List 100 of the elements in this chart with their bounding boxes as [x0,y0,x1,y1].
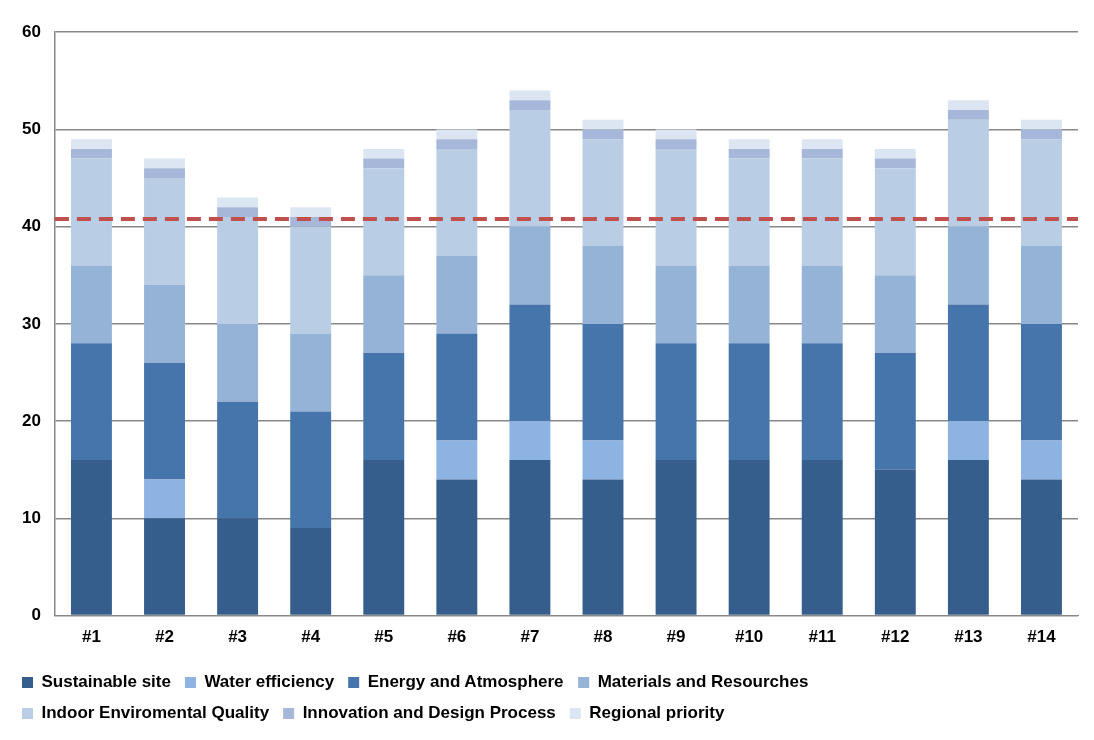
y-tick-label: 0 [31,605,41,625]
bar [655,343,697,461]
bar [655,148,697,266]
x-tick-label: #10 [734,627,764,647]
y-tick-label: 30 [21,313,41,333]
bar [874,353,916,470]
bar [363,353,405,461]
bar [947,421,989,461]
bar [509,460,551,615]
bar [436,440,478,480]
bar [874,148,916,159]
bar [582,479,624,615]
bar [582,323,624,441]
bar [655,139,697,149]
bar [217,323,259,402]
bar [582,139,624,247]
bar [509,421,551,461]
bar [801,148,843,159]
bar [801,343,843,461]
bar [1021,246,1062,324]
y-tick-label: 60 [21,21,41,41]
bar [947,119,989,227]
bar [363,148,405,159]
bar [728,265,770,344]
bar [363,158,405,169]
bar [728,460,770,615]
bar [363,460,405,615]
x-tick-label: #6 [447,627,467,647]
bar [1021,119,1062,130]
bar [801,139,843,149]
legend-label: Indoor Enviromental Quality [41,703,270,723]
bar [363,275,405,354]
bar [655,460,697,615]
bar [436,255,478,334]
bar [947,100,989,110]
bar [509,90,551,101]
bar [144,178,185,286]
bar [144,479,185,519]
bar [70,148,112,159]
bar [947,304,989,422]
bar [1021,139,1062,247]
legend-label: Materials and Resourches [597,672,809,692]
bar [70,460,112,615]
bar [874,168,916,276]
bar [217,216,259,324]
bar [70,343,112,461]
bar [70,139,112,149]
bar [436,139,478,149]
bar [947,226,989,305]
bar [582,440,624,480]
bar [217,518,259,615]
bar [436,148,478,256]
bar [290,226,332,334]
x-tick-label: #2 [155,627,174,647]
bar [144,285,185,363]
bar [728,343,770,461]
x-tick-label: #5 [374,627,394,647]
x-tick-label: #14 [1027,627,1057,647]
legend-label: Energy and Atmosphere [367,672,564,692]
x-tick-label: #13 [954,627,983,647]
bar [290,528,332,615]
bar [655,129,697,140]
bar [874,158,916,169]
bar [874,275,916,354]
bar [144,518,185,615]
bar [947,460,989,615]
bar [436,479,478,615]
bar [144,168,185,179]
bar [1021,479,1062,615]
bar [144,362,185,480]
bar [582,129,624,140]
legend-label: Water efficiency [204,672,335,692]
bar [217,197,259,208]
x-tick-label: #12 [881,627,910,647]
bar [1021,129,1062,140]
bar [801,158,843,266]
x-tick-label: #9 [666,627,686,647]
bar [290,333,332,412]
bar [290,207,332,217]
legend-label: Innovation and Design Process [302,703,556,723]
bar [728,148,770,159]
bar [217,207,259,217]
x-tick-label: #7 [520,627,540,647]
x-tick-label: #11 [808,627,836,647]
y-tick-label: 20 [21,410,41,430]
bar [1021,323,1062,441]
legend-label: Sustainable site [41,672,171,692]
bar [509,304,551,422]
y-tick-label: 50 [21,119,41,139]
bar [728,158,770,266]
bar [582,246,624,324]
x-tick-label: #3 [228,627,248,647]
bar [144,158,185,169]
legend-label: Regional priority [589,703,725,723]
x-tick-label: #4 [301,627,321,647]
bar [70,158,112,266]
bar [217,401,259,519]
bar [509,100,551,110]
bar [582,119,624,130]
bar [728,139,770,149]
